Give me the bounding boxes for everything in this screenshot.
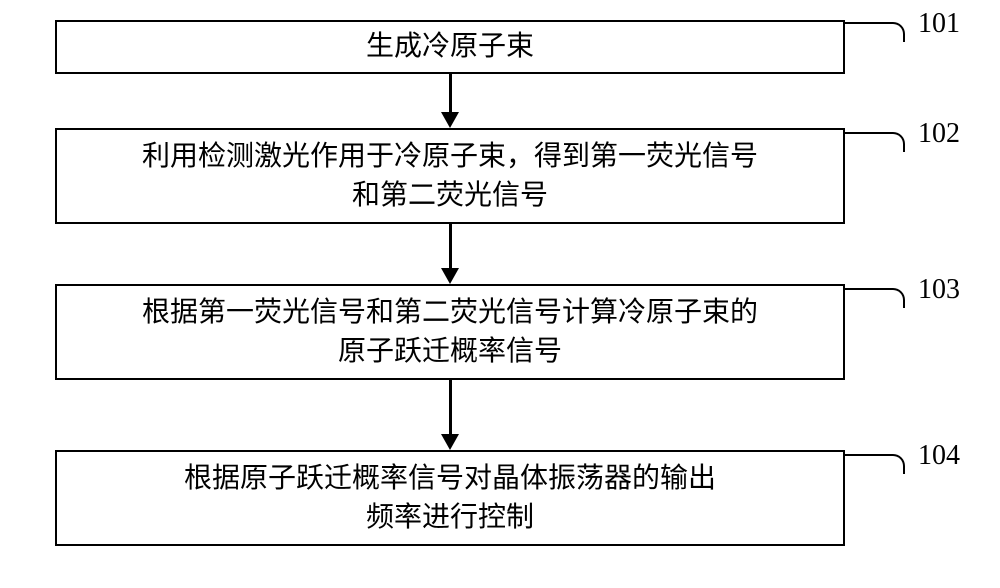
callout-line-3	[845, 288, 905, 308]
step-label-4: 104	[918, 440, 960, 472]
step-text-2: 利用检测激光作用于冷原子束，得到第一荧光信号 和第二荧光信号	[132, 133, 768, 219]
step-text-4: 根据原子跃迁概率信号对晶体振荡器的输出 频率进行控制	[174, 455, 726, 541]
flowchart-step-3: 根据第一荧光信号和第二荧光信号计算冷原子束的 原子跃迁概率信号	[55, 284, 845, 380]
step-text-3: 根据第一荧光信号和第二荧光信号计算冷原子束的 原子跃迁概率信号	[132, 289, 768, 375]
step-label-1: 101	[918, 8, 960, 40]
arrow-head-2	[441, 268, 459, 284]
connector-line-3	[449, 380, 452, 434]
flowchart-step-1: 生成冷原子束	[55, 20, 845, 74]
step-text-1: 生成冷原子束	[356, 23, 544, 70]
connector-line-2	[449, 224, 452, 268]
callout-line-1	[845, 22, 905, 42]
flowchart-step-2: 利用检测激光作用于冷原子束，得到第一荧光信号 和第二荧光信号	[55, 128, 845, 224]
step-label-3: 103	[918, 274, 960, 306]
flowchart-step-4: 根据原子跃迁概率信号对晶体振荡器的输出 频率进行控制	[55, 450, 845, 546]
callout-line-2	[845, 132, 905, 152]
step-label-2: 102	[918, 118, 960, 150]
arrow-head-3	[441, 434, 459, 450]
connector-line-1	[449, 74, 452, 112]
arrow-head-1	[441, 112, 459, 128]
callout-line-4	[845, 454, 905, 474]
